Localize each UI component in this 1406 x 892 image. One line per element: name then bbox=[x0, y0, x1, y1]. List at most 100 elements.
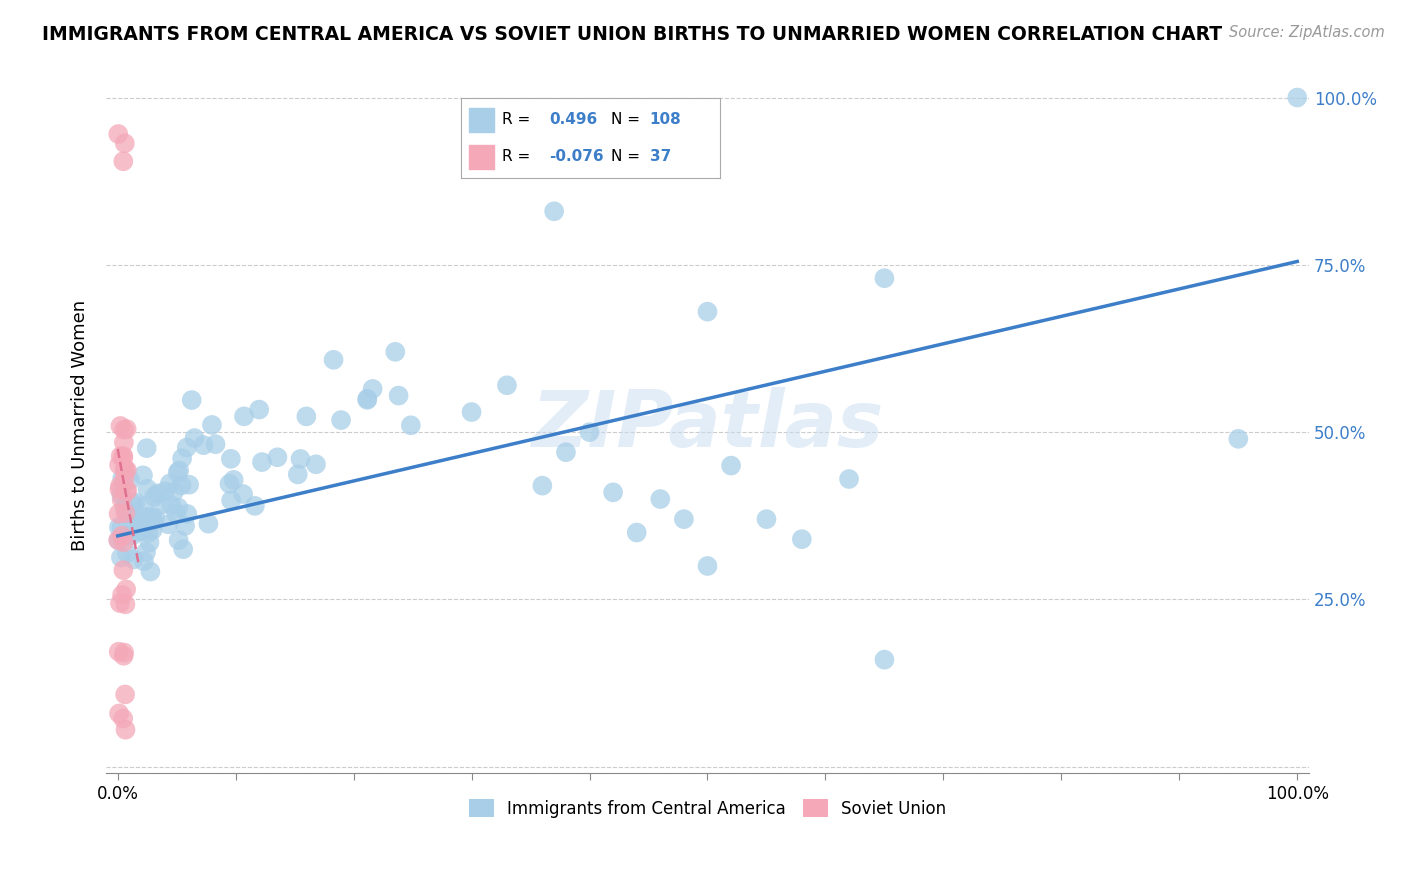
Point bbox=[222, 473, 245, 487]
Point bbox=[720, 458, 742, 473]
Y-axis label: Births to Unmarried Women: Births to Unmarried Women bbox=[72, 300, 89, 551]
Point bbox=[112, 154, 135, 169]
Point bbox=[111, 588, 134, 602]
Point bbox=[138, 535, 160, 549]
Point bbox=[128, 519, 150, 533]
Point bbox=[873, 271, 896, 285]
Point bbox=[159, 476, 181, 491]
Point bbox=[128, 523, 150, 537]
Point bbox=[838, 472, 860, 486]
Point bbox=[132, 554, 155, 568]
Point bbox=[170, 478, 193, 492]
Point bbox=[115, 483, 138, 497]
Point bbox=[157, 517, 180, 532]
Point bbox=[626, 525, 648, 540]
Point bbox=[115, 422, 138, 436]
Text: Source: ZipAtlas.com: Source: ZipAtlas.com bbox=[1229, 25, 1385, 40]
Point bbox=[384, 344, 406, 359]
Point bbox=[578, 425, 600, 439]
Text: IMMIGRANTS FROM CENTRAL AMERICA VS SOVIET UNION BIRTHS TO UNMARRIED WOMEN CORREL: IMMIGRANTS FROM CENTRAL AMERICA VS SOVIE… bbox=[42, 25, 1222, 44]
Point bbox=[672, 512, 695, 526]
Point bbox=[142, 511, 165, 525]
Point bbox=[121, 528, 143, 542]
Point bbox=[112, 648, 135, 663]
Point bbox=[755, 512, 778, 526]
Point bbox=[172, 542, 194, 557]
Point bbox=[176, 507, 198, 521]
Point bbox=[114, 723, 136, 737]
Point bbox=[399, 418, 422, 433]
Point bbox=[496, 378, 519, 392]
Point bbox=[1286, 90, 1309, 104]
Point bbox=[290, 451, 312, 466]
Point bbox=[132, 499, 155, 513]
Point bbox=[111, 492, 134, 507]
Point bbox=[219, 451, 242, 466]
Point bbox=[108, 520, 131, 534]
Point bbox=[167, 533, 190, 548]
Point bbox=[696, 304, 718, 318]
Point bbox=[132, 522, 155, 536]
Point bbox=[122, 552, 145, 566]
Point bbox=[115, 463, 138, 477]
Point bbox=[114, 597, 136, 611]
Point bbox=[233, 409, 256, 424]
Text: ZIPatlas: ZIPatlas bbox=[531, 387, 883, 464]
Point bbox=[322, 352, 344, 367]
Point bbox=[112, 423, 135, 437]
Point bbox=[108, 596, 131, 610]
Point bbox=[127, 516, 149, 531]
Point bbox=[543, 204, 565, 219]
Point bbox=[176, 441, 198, 455]
Point bbox=[172, 451, 194, 466]
Point bbox=[114, 463, 136, 477]
Point bbox=[193, 438, 215, 452]
Point bbox=[135, 441, 157, 455]
Point bbox=[330, 413, 353, 427]
Point bbox=[167, 463, 190, 477]
Point bbox=[153, 484, 176, 499]
Point bbox=[117, 507, 139, 521]
Point bbox=[132, 468, 155, 483]
Point bbox=[114, 688, 136, 702]
Point bbox=[110, 520, 132, 534]
Point bbox=[115, 582, 138, 597]
Point bbox=[124, 495, 146, 509]
Point bbox=[108, 706, 131, 721]
Point bbox=[111, 471, 134, 485]
Point bbox=[167, 500, 190, 515]
Point bbox=[107, 507, 129, 521]
Point bbox=[108, 479, 131, 493]
Point bbox=[143, 490, 166, 504]
Point bbox=[108, 458, 131, 472]
Point bbox=[356, 392, 378, 406]
Point bbox=[111, 529, 134, 543]
Point bbox=[108, 483, 131, 497]
Point bbox=[110, 419, 132, 434]
Point bbox=[204, 437, 226, 451]
Point bbox=[129, 524, 152, 539]
Point bbox=[112, 712, 135, 726]
Point bbox=[232, 487, 254, 501]
Point bbox=[122, 497, 145, 511]
Point bbox=[135, 545, 157, 559]
Point bbox=[180, 392, 202, 407]
Point bbox=[114, 500, 136, 514]
Point bbox=[266, 450, 288, 465]
Point bbox=[790, 532, 813, 546]
Point bbox=[128, 515, 150, 529]
Point bbox=[110, 550, 132, 565]
Point bbox=[650, 491, 672, 506]
Point bbox=[361, 382, 384, 396]
Point bbox=[136, 482, 159, 496]
Point bbox=[142, 515, 165, 529]
Point bbox=[112, 449, 135, 463]
Point bbox=[873, 653, 896, 667]
Point bbox=[250, 455, 273, 469]
Point bbox=[219, 493, 242, 508]
Point bbox=[165, 507, 187, 521]
Point bbox=[112, 450, 135, 465]
Point bbox=[247, 402, 270, 417]
Point bbox=[135, 509, 157, 524]
Point bbox=[107, 127, 129, 141]
